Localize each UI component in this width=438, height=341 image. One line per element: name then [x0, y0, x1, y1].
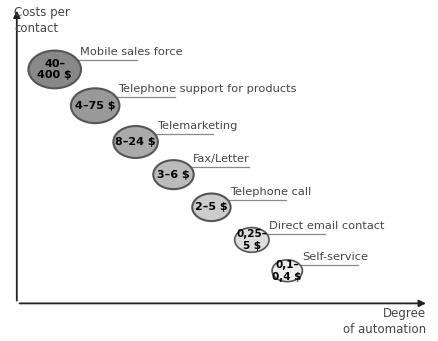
Circle shape — [71, 88, 120, 123]
Circle shape — [28, 50, 81, 88]
Text: 40–
400 $: 40– 400 $ — [37, 59, 72, 80]
Text: Degree
of automation: Degree of automation — [343, 307, 426, 336]
Text: Mobile sales force: Mobile sales force — [80, 47, 182, 57]
Text: Fax/Letter: Fax/Letter — [193, 154, 250, 164]
Text: Direct email contact: Direct email contact — [269, 221, 385, 231]
Text: Costs per
contact: Costs per contact — [14, 6, 70, 35]
Text: 4–75 $: 4–75 $ — [75, 101, 115, 111]
Text: 8–24 $: 8–24 $ — [115, 137, 156, 147]
Circle shape — [113, 126, 158, 158]
Text: Telephone call: Telephone call — [230, 188, 311, 197]
Circle shape — [153, 160, 194, 189]
Text: Telemarketing: Telemarketing — [157, 121, 237, 131]
Text: 2–5 $: 2–5 $ — [195, 202, 228, 212]
Circle shape — [192, 193, 231, 221]
Circle shape — [272, 260, 302, 282]
Text: 0,1–
0,4 $: 0,1– 0,4 $ — [272, 260, 302, 282]
Circle shape — [235, 227, 269, 252]
Text: 3–6 $: 3–6 $ — [157, 169, 190, 180]
Text: Telephone support for products: Telephone support for products — [118, 84, 297, 94]
Text: 0,25–
5 $: 0,25– 5 $ — [237, 229, 267, 251]
Text: Self-service: Self-service — [303, 252, 369, 263]
